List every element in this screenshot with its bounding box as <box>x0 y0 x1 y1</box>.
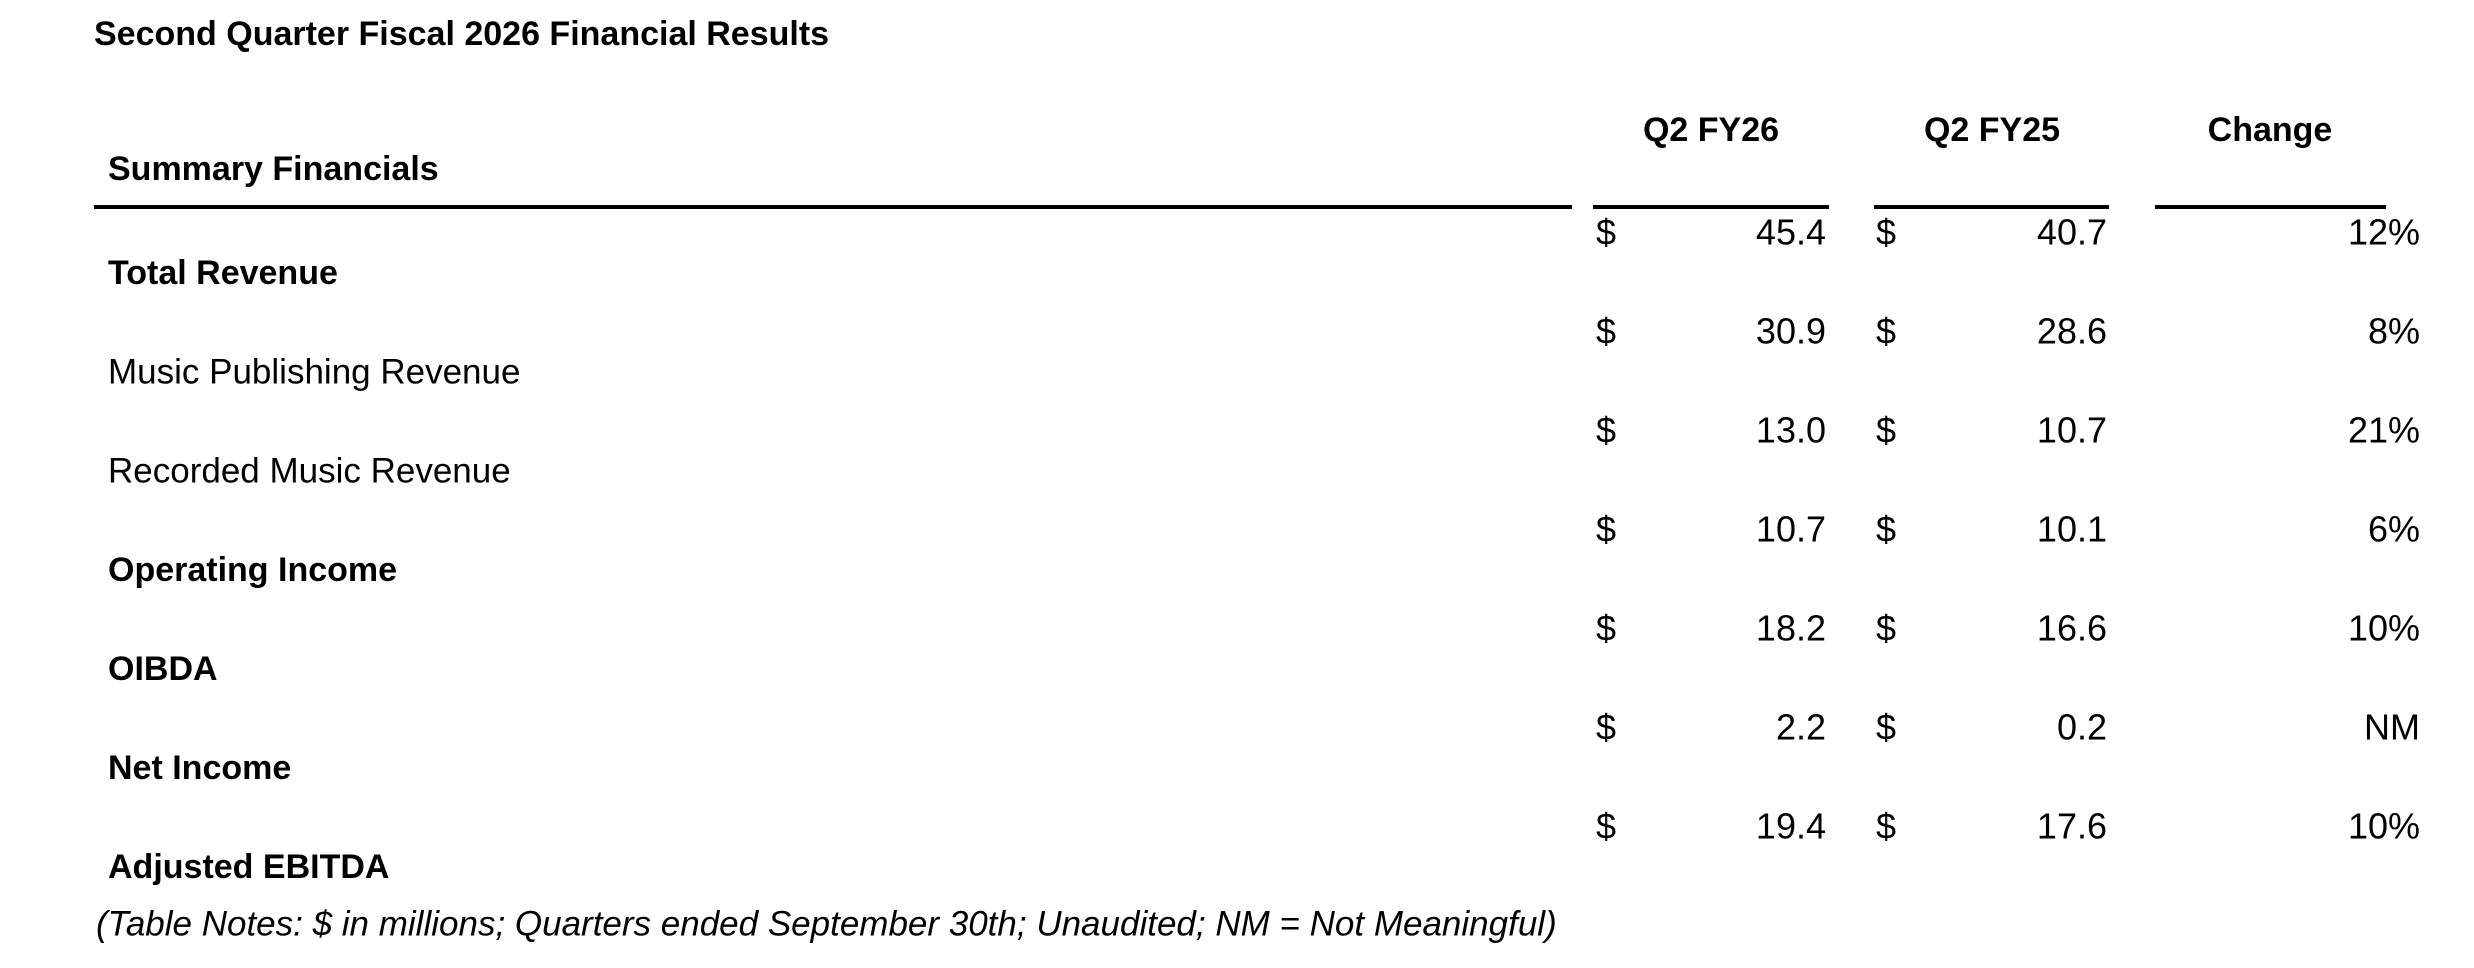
change: 6% <box>2368 509 2420 550</box>
value: 16.6 <box>2037 608 2107 649</box>
value: 10.7 <box>2037 410 2107 451</box>
change: 8% <box>2368 311 2420 352</box>
value: 30.9 <box>1756 311 1826 352</box>
row-label: Recorded Music Revenue <box>108 451 511 490</box>
value: 19.4 <box>1756 806 1826 847</box>
currency: $ <box>1596 707 1616 748</box>
currency: $ <box>1876 806 1896 847</box>
change: 10% <box>2348 806 2420 847</box>
currency: $ <box>1876 410 1896 451</box>
change: 21% <box>2348 410 2420 451</box>
value: 17.6 <box>2037 806 2107 847</box>
currency: $ <box>1876 212 1896 253</box>
currency: $ <box>1596 509 1616 550</box>
value: 0.2 <box>2057 707 2107 748</box>
value: 2.2 <box>1776 707 1826 748</box>
value: 18.2 <box>1756 608 1826 649</box>
row-label: Adjusted EBITDA <box>108 848 389 886</box>
currency: $ <box>1596 806 1616 847</box>
value: 10.1 <box>2037 509 2107 550</box>
title: Second Quarter Fiscal 2026 Financial Res… <box>94 15 829 53</box>
currency: $ <box>1876 608 1896 649</box>
value: 28.6 <box>2037 311 2107 352</box>
currency: $ <box>1876 311 1896 352</box>
value: 40.7 <box>2037 212 2107 253</box>
change: 12% <box>2348 212 2420 253</box>
row-header: Summary Financials <box>108 150 439 188</box>
currency: $ <box>1876 707 1896 748</box>
column-header: Change <box>2208 111 2333 149</box>
row-label: Net Income <box>108 749 291 787</box>
change: NM <box>2364 707 2420 748</box>
value: 10.7 <box>1756 509 1826 550</box>
currency: $ <box>1876 509 1896 550</box>
row-label: Music Publishing Revenue <box>108 352 520 391</box>
currency: $ <box>1596 608 1616 649</box>
currency: $ <box>1596 311 1616 352</box>
column-header: Q2 FY25 <box>1924 111 2060 149</box>
row-label: Total Revenue <box>108 254 338 292</box>
change: 10% <box>2348 608 2420 649</box>
value: 45.4 <box>1756 212 1826 253</box>
value: 13.0 <box>1756 410 1826 451</box>
currency: $ <box>1596 410 1616 451</box>
currency: $ <box>1596 212 1616 253</box>
column-header: Q2 FY26 <box>1643 111 1779 149</box>
row-label: OIBDA <box>108 650 218 688</box>
row-label: Operating Income <box>108 551 397 589</box>
table-note: (Table Notes: $ in millions; Quarters en… <box>96 904 1557 943</box>
